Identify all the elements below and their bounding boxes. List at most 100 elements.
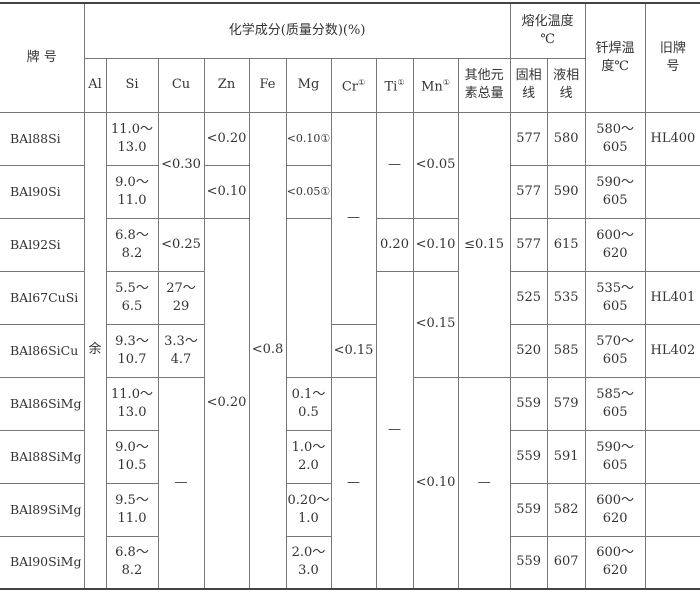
table-row: BAl92Si 6.8～ 8.2 <0.25 <0.20 0.20 <0.10 … (0, 217, 700, 590)
si-cell: 6.8～ 8.2 (105, 535, 159, 590)
solidus-cell: 559 (509, 429, 548, 484)
brazing-cell: 590～ 605 (584, 429, 646, 484)
other-cell: — (457, 376, 511, 590)
header-mg: Mg (285, 57, 332, 113)
cu-cell: — (157, 376, 205, 590)
solidus-cell: 577 (509, 164, 548, 219)
header-mn-label: Mn (421, 79, 443, 95)
liquidus-cell: 580 (546, 111, 586, 166)
table-row: BAl67CuSi 5.5～ 6.5 27～ 29 — <0.15 525 53… (0, 270, 700, 590)
mg-cell: 0.20～ 1.0 (285, 482, 332, 537)
old-grade-cell (644, 217, 700, 272)
liquidus-cell: 582 (546, 482, 586, 537)
table-row: BAl90SiMg 6.8～ 8.2 2.0～ 3.0 559 607 600～… (0, 535, 700, 590)
header-melting-temp: 熔化温度 ℃ (509, 2, 586, 59)
grade-cell: BAl88Si (0, 111, 85, 166)
old-grade-cell: HL402 (644, 323, 700, 378)
liquidus-cell: 607 (546, 535, 586, 590)
brazing-cell: 585～ 605 (584, 376, 646, 431)
cu-cell: 27～ 29 (157, 270, 205, 325)
other-cell: ≤0.15 (457, 111, 511, 378)
grade-cell: BAl92Si (0, 217, 85, 272)
solidus-cell: 559 (509, 376, 548, 431)
table-row: BAl90Si 9.0～ 11.0 <0.10 <0.05① 577 590 5… (0, 164, 700, 219)
cr-cell: — (330, 111, 377, 325)
grade-cell: BAl90SiMg (0, 535, 85, 590)
fe-cell: <0.8 (248, 111, 287, 590)
header-composition: 化学成分(质量分数)(%) (83, 2, 511, 59)
old-grade-cell (644, 535, 700, 590)
cu-cell: <0.25 (157, 217, 205, 272)
ti-cell: — (375, 111, 414, 219)
cu-cell: 3.3～ 4.7 (157, 323, 205, 378)
brazing-cell: 590～ 605 (584, 164, 646, 219)
table-row: BAl88SiMg 9.0～ 10.5 1.0～ 2.0 559 591 590… (0, 429, 700, 484)
si-cell: 5.5～ 6.5 (105, 270, 159, 325)
mg-cell (285, 217, 332, 378)
old-grade-cell (644, 429, 700, 484)
mn-cell: <0.10 (412, 376, 459, 590)
grade-cell: BAl86SiMg (0, 376, 85, 431)
grade-cell: BAl67CuSi (0, 270, 85, 325)
footnote-mark: ① (358, 77, 366, 87)
brazing-cell: 570～ 605 (584, 323, 646, 378)
old-grade-cell (644, 376, 700, 431)
grade-cell: BAl90Si (0, 164, 85, 219)
grade-cell: BAl89SiMg (0, 482, 85, 537)
footnote-mark: ① (397, 77, 405, 87)
mg-cell: <0.05① (285, 164, 332, 219)
solidus-cell: 559 (509, 482, 548, 537)
solidus-cell: 520 (509, 323, 548, 378)
header-solidus: 固相 线 (509, 57, 548, 113)
header-other: 其他元 素总量 (457, 57, 511, 113)
mn-cell: <0.15 (412, 270, 459, 378)
cr-cell: — (330, 376, 377, 590)
mg-cell: 2.0～ 3.0 (285, 535, 332, 590)
liquidus-cell: 535 (546, 270, 586, 325)
si-cell: 9.5～ 11.0 (105, 482, 159, 537)
zn-cell: <0.20 (203, 217, 250, 590)
mg-cell: 0.1～ 0.5 (285, 376, 332, 431)
si-cell: 11.0～ 13.0 (105, 111, 159, 166)
header-ti-label: Ti (384, 79, 398, 95)
si-cell: 9.0～ 11.0 (105, 164, 159, 219)
header-old-grade: 旧牌 号 (644, 2, 700, 113)
grade-cell: BAl86SiCu (0, 323, 85, 378)
header-mn: Mn① (412, 57, 459, 113)
brazing-cell: 600～ 620 (584, 217, 646, 272)
cr-cell: <0.15 (330, 323, 377, 378)
zn-cell: <0.10 (203, 164, 250, 219)
old-grade-cell (644, 482, 700, 537)
old-grade-cell: HL401 (644, 270, 700, 325)
header-zn: Zn (203, 57, 250, 113)
header-ti: Ti① (375, 57, 414, 113)
table-row: BAl88Si 余 11.0～ 13.0 <0.30 <0.20 <0.8 <0… (0, 111, 700, 590)
header-cr: Cr① (330, 57, 377, 113)
si-cell: 9.3～ 10.7 (105, 323, 159, 378)
mn-cell: <0.05 (412, 111, 459, 219)
brazing-cell: 600～ 620 (584, 535, 646, 590)
footnote-mark: ① (442, 77, 450, 87)
old-grade-cell (644, 164, 700, 219)
al-cell: 余 (83, 111, 107, 590)
table-row: BAl89SiMg 9.5～ 11.0 0.20～ 1.0 559 582 60… (0, 482, 700, 537)
solidus-cell: 559 (509, 535, 548, 590)
solidus-cell: 525 (509, 270, 548, 325)
brazing-cell: 580～ 605 (584, 111, 646, 166)
mn-cell: <0.10 (412, 217, 459, 272)
si-cell: 9.0～ 10.5 (105, 429, 159, 484)
header-al: Al (84, 57, 107, 113)
liquidus-cell: 591 (546, 429, 586, 484)
solidus-cell: 577 (509, 217, 548, 272)
zn-cell: <0.20 (203, 111, 250, 166)
header-liquidus: 液相 线 (546, 57, 586, 113)
old-grade-cell: HL400 (644, 111, 700, 166)
header-grade: 牌 号 (0, 2, 85, 113)
ti-cell: — (375, 270, 414, 590)
solidus-cell: 577 (509, 111, 548, 166)
table-row: BAl86SiMg 11.0～ 13.0 — 0.1～ 0.5 — <0.10 … (0, 376, 700, 590)
brazing-cell: 600～ 620 (584, 482, 646, 537)
si-cell: 11.0～ 13.0 (105, 376, 159, 431)
mg-cell: 1.0～ 2.0 (285, 429, 332, 484)
